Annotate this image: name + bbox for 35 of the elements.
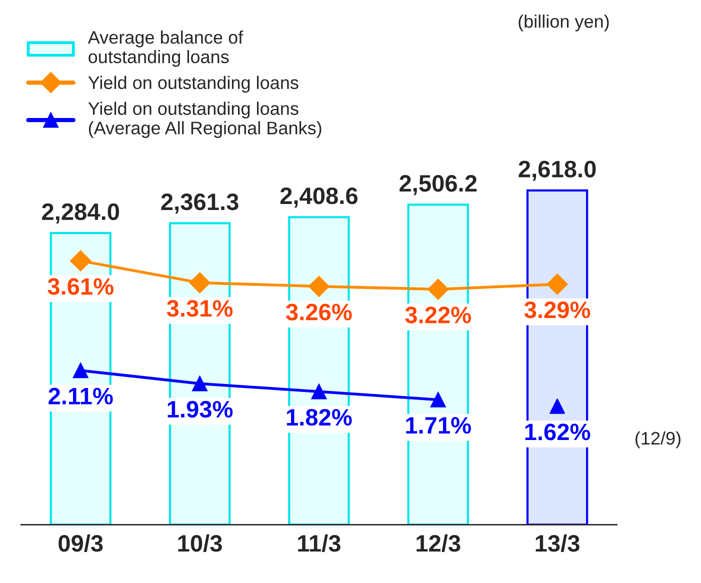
- data-label: 3.31%: [166, 300, 233, 317]
- data-label: 3.22%: [405, 306, 471, 324]
- point: [428, 278, 449, 300]
- point: [70, 250, 92, 272]
- x-tick-label: 13/3: [536, 534, 580, 552]
- point: [192, 376, 208, 392]
- data-label: 2,506.2: [400, 175, 477, 196]
- x-tick-label: 09/3: [58, 534, 103, 552]
- x-tick-label: 11/3: [298, 534, 340, 552]
- point: [189, 272, 210, 294]
- data-label: 2,361.3: [161, 194, 238, 214]
- data-label: 1.82%: [286, 408, 352, 426]
- point: [311, 384, 327, 400]
- point: [72, 362, 88, 378]
- data-label: 2,408.6: [280, 187, 358, 208]
- legend-label: Yield on outstanding loans (Average All Regional Banks): [88, 102, 322, 138]
- data-label: 1.93%: [168, 400, 233, 418]
- legend-label: Yield on outstanding loans: [88, 76, 298, 93]
- data-label: 3.26%: [286, 304, 352, 320]
- point: [308, 276, 330, 297]
- data-label: 1.71%: [406, 417, 471, 434]
- x-tick-label: 12/3: [416, 534, 460, 552]
- point: [430, 392, 446, 408]
- text: (12/9): [636, 431, 680, 448]
- data-label: 2,284.0: [42, 203, 120, 224]
- data-label: 2,618.0: [518, 160, 596, 181]
- data-label: 3.29%: [524, 301, 590, 318]
- point: [550, 398, 565, 414]
- legend-label: Average balance of outstanding loans: [88, 30, 244, 67]
- data-label: 3.61%: [48, 278, 114, 295]
- point: [546, 274, 568, 295]
- text: (billion yen): [518, 14, 609, 32]
- data-label: 1.62%: [525, 424, 590, 440]
- data-label: 2.11%: [48, 388, 113, 404]
- x-tick-label: 10/3: [178, 534, 222, 552]
